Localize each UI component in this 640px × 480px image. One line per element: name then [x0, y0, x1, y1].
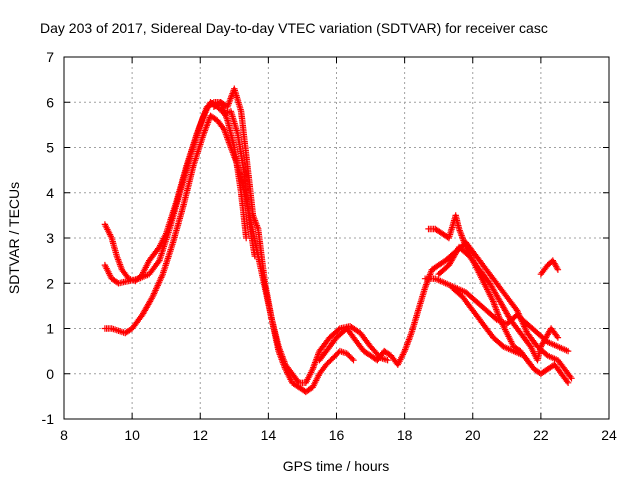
plus-markers	[210, 85, 357, 396]
x-tick-label: 8	[60, 427, 68, 443]
x-tick-label: 22	[533, 427, 549, 443]
plus-markers	[435, 243, 562, 364]
plus-markers	[537, 257, 562, 278]
x-tick-label: 24	[601, 427, 617, 443]
y-tick-label: -1	[42, 411, 55, 427]
series-track-d	[210, 85, 357, 396]
series-track-j	[537, 257, 562, 278]
data-marks	[101, 85, 575, 396]
x-tick-label: 14	[261, 427, 277, 443]
y-axis-title: SDTVAR / TECUs	[6, 182, 22, 294]
chart-title: Day 203 of 2017, Sidereal Day-to-day VTE…	[40, 20, 548, 36]
plus-markers	[449, 284, 534, 368]
x-tick-label: 18	[397, 427, 413, 443]
y-tick-label: 2	[46, 275, 54, 291]
grid	[64, 57, 609, 419]
plus-markers	[316, 239, 575, 382]
y-tick-label: 7	[46, 49, 54, 65]
y-tick-label: 5	[46, 140, 54, 156]
plot-frame	[63, 56, 610, 420]
x-tick-label: 16	[329, 427, 345, 443]
y-tick-label: 0	[46, 366, 54, 382]
y-tick-label: 3	[46, 230, 54, 246]
y-tick-label: 4	[46, 185, 54, 201]
series-track-i	[449, 284, 534, 368]
series-track-h	[435, 243, 562, 364]
y-tick-label: 1	[46, 321, 54, 337]
y-tick-label: 6	[46, 94, 54, 110]
x-tick-label: 12	[192, 427, 208, 443]
series-track-e	[316, 239, 575, 382]
x-axis-title: GPS time / hours	[283, 458, 390, 474]
plus-markers	[421, 275, 572, 355]
series-track-f	[421, 275, 572, 355]
x-tick-label: 10	[124, 427, 140, 443]
x-tick-label: 20	[465, 427, 481, 443]
